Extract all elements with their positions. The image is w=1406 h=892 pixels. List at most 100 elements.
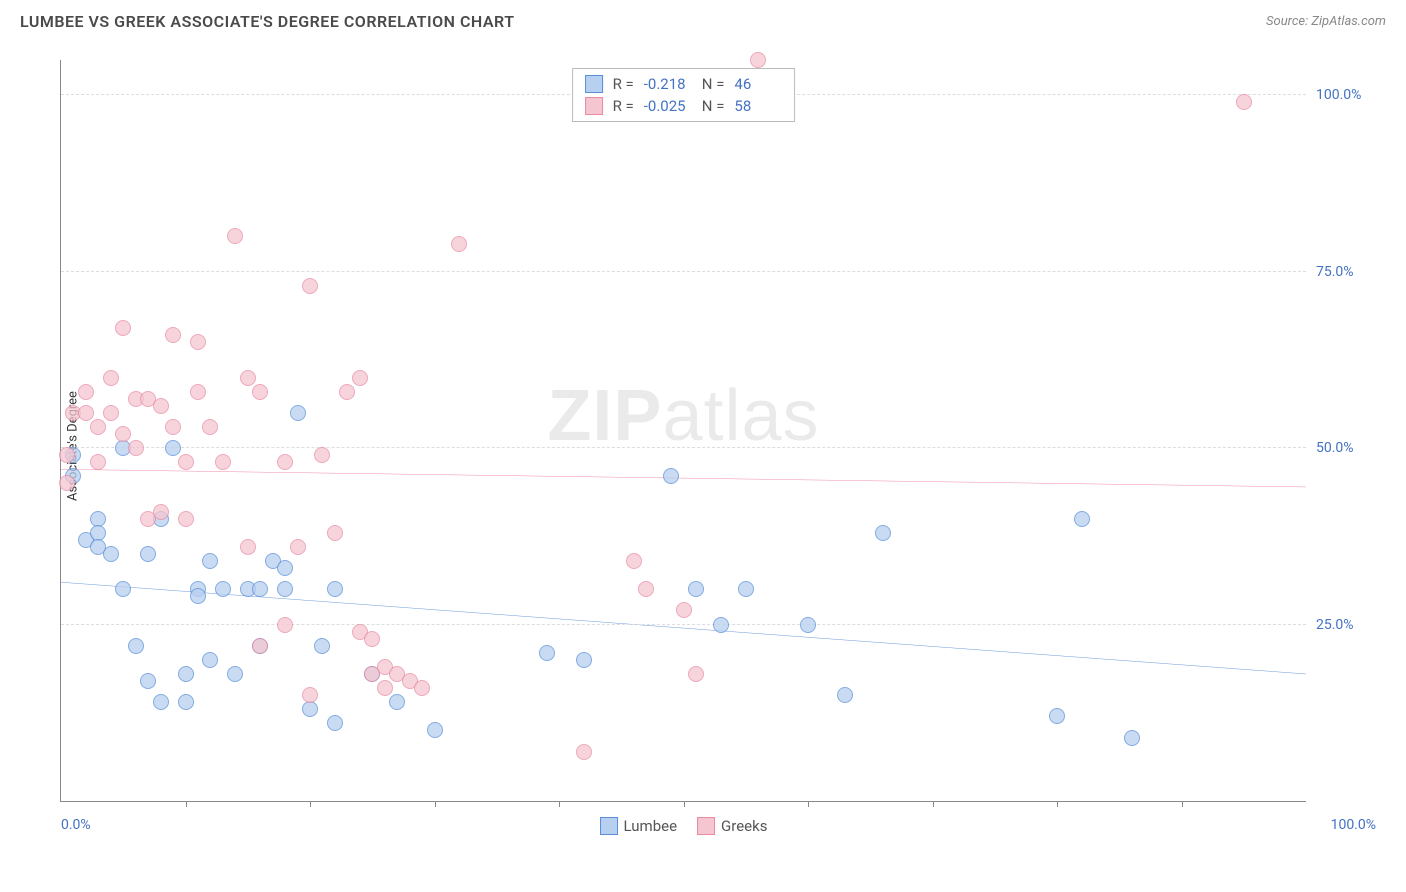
scatter-point: [626, 553, 642, 569]
x-tick: [684, 801, 685, 807]
watermark: ZIPatlas: [547, 375, 819, 457]
scatter-point: [1236, 94, 1252, 110]
scatter-point: [576, 744, 592, 760]
x-axis-label: 100.0%: [1331, 817, 1376, 833]
series-name: Greeks: [721, 817, 767, 835]
gridline: [61, 271, 1306, 272]
scatter-point: [1124, 730, 1140, 746]
scatter-point: [252, 638, 268, 654]
scatter-point: [688, 666, 704, 682]
legend-r-label: R =: [613, 97, 634, 115]
x-tick: [808, 801, 809, 807]
scatter-point: [115, 581, 131, 597]
legend-swatch: [600, 817, 618, 835]
scatter-point: [178, 694, 194, 710]
plot-area: ZIPatlas R =-0.218N =46R =-0.025N =58 Lu…: [60, 60, 1306, 802]
gridline: [61, 447, 1306, 448]
legend-swatch: [697, 817, 715, 835]
scatter-point: [178, 666, 194, 682]
legend-r-value: -0.218: [644, 75, 692, 93]
scatter-point: [128, 638, 144, 654]
scatter-point: [153, 398, 169, 414]
series-name: Lumbee: [624, 817, 678, 835]
scatter-point: [78, 384, 94, 400]
x-tick: [310, 801, 311, 807]
scatter-point: [202, 419, 218, 435]
y-tick-label: 25.0%: [1316, 617, 1376, 633]
scatter-point: [1049, 708, 1065, 724]
scatter-point: [190, 384, 206, 400]
scatter-point: [252, 384, 268, 400]
scatter-point: [277, 454, 293, 470]
scatter-point: [103, 370, 119, 386]
legend-swatch: [585, 75, 603, 93]
chart-title: LUMBEE VS GREEK ASSOCIATE'S DEGREE CORRE…: [20, 12, 515, 31]
scatter-point: [389, 694, 405, 710]
x-tick: [186, 801, 187, 807]
scatter-point: [252, 581, 268, 597]
scatter-point: [277, 617, 293, 633]
scatter-point: [227, 228, 243, 244]
scatter-point: [451, 236, 467, 252]
chart-container: Associate's Degree ZIPatlas R =-0.218N =…: [50, 50, 1386, 842]
scatter-point: [277, 560, 293, 576]
scatter-point: [115, 320, 131, 336]
legend-n-label: N =: [702, 97, 725, 115]
scatter-point: [713, 617, 729, 633]
legend-row: R =-0.218N =46: [585, 73, 783, 95]
scatter-point: [103, 405, 119, 421]
scatter-point: [676, 602, 692, 618]
scatter-point: [103, 546, 119, 562]
scatter-point: [153, 504, 169, 520]
scatter-point: [638, 581, 654, 597]
legend-n-value: 46: [734, 75, 782, 93]
scatter-point: [90, 419, 106, 435]
y-tick-label: 75.0%: [1316, 264, 1376, 280]
legend-swatch: [585, 97, 603, 115]
gridline: [61, 624, 1306, 625]
scatter-point: [202, 652, 218, 668]
scatter-point: [165, 440, 181, 456]
scatter-point: [663, 468, 679, 484]
scatter-point: [302, 701, 318, 717]
legend-r-value: -0.025: [644, 97, 692, 115]
x-axis-label: 0.0%: [61, 817, 91, 833]
scatter-point: [277, 581, 293, 597]
scatter-point: [59, 447, 75, 463]
scatter-point: [115, 426, 131, 442]
scatter-point: [302, 278, 318, 294]
scatter-point: [327, 525, 343, 541]
scatter-point: [688, 581, 704, 597]
y-tick-label: 100.0%: [1316, 87, 1376, 103]
scatter-point: [153, 694, 169, 710]
scatter-point: [140, 673, 156, 689]
scatter-point: [128, 440, 144, 456]
scatter-point: [78, 405, 94, 421]
scatter-point: [290, 539, 306, 555]
legend-row: R =-0.025N =58: [585, 95, 783, 117]
scatter-point: [738, 581, 754, 597]
legend-r-label: R =: [613, 75, 634, 93]
scatter-point: [427, 722, 443, 738]
x-tick: [1057, 801, 1058, 807]
scatter-point: [165, 419, 181, 435]
scatter-point: [202, 553, 218, 569]
scatter-point: [352, 370, 368, 386]
scatter-point: [539, 645, 555, 661]
x-tick: [559, 801, 560, 807]
scatter-point: [327, 715, 343, 731]
scatter-point: [90, 454, 106, 470]
correlation-legend: R =-0.218N =46R =-0.025N =58: [572, 68, 796, 122]
series-legend: Lumbee Greeks: [600, 817, 768, 835]
scatter-point: [140, 546, 156, 562]
scatter-point: [364, 631, 380, 647]
scatter-point: [59, 475, 75, 491]
scatter-point: [414, 680, 430, 696]
trend-line: [61, 469, 1306, 487]
scatter-point: [215, 581, 231, 597]
scatter-point: [576, 652, 592, 668]
scatter-point: [165, 327, 181, 343]
scatter-point: [1074, 511, 1090, 527]
x-tick: [1182, 801, 1183, 807]
scatter-point: [800, 617, 816, 633]
